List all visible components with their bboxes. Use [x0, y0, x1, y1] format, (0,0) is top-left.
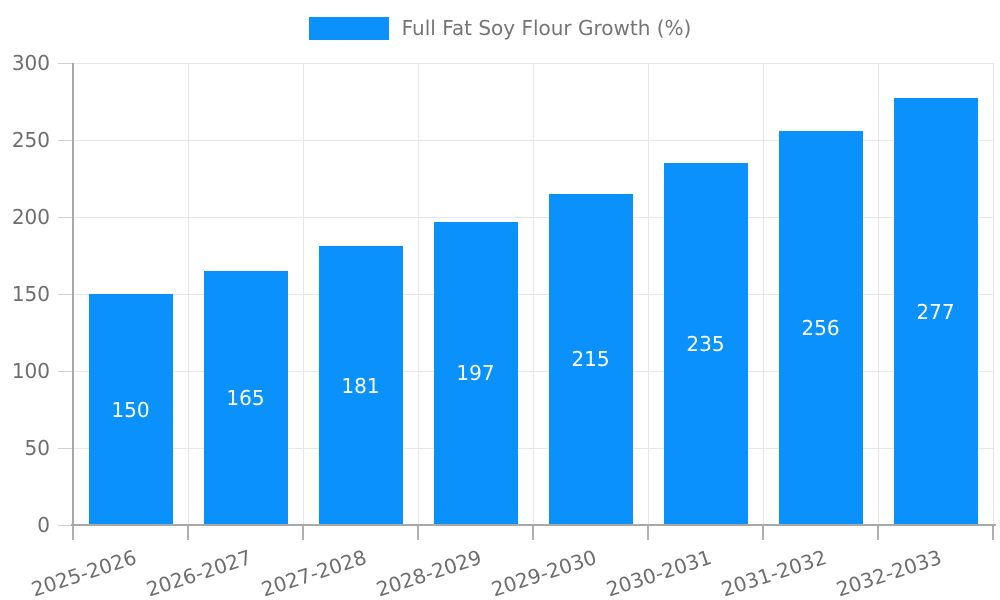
bar-value-label: 165 — [226, 385, 265, 410]
chart-legend: Full Fat Soy Flour Growth (%) — [0, 16, 1000, 40]
x-axis-tick-label: 2026-2027 — [143, 545, 255, 600]
x-gridline — [647, 63, 649, 525]
legend-swatch — [308, 16, 389, 40]
x-axis-tick — [877, 526, 879, 540]
bar-value-label: 235 — [686, 332, 725, 357]
bar-2025-2026[interactable] — [88, 294, 173, 525]
legend-item[interactable]: Full Fat Soy Flour Growth (%) — [308, 16, 692, 40]
x-gridline — [992, 63, 994, 525]
x-axis-tick-label: 2028-2029 — [373, 545, 485, 600]
x-axis-tick — [992, 526, 994, 540]
bar-2027-2028[interactable] — [318, 246, 403, 525]
x-axis-tick — [187, 526, 189, 540]
bar-value-label: 150 — [111, 397, 150, 422]
x-axis-tick-label: 2025-2026 — [28, 545, 140, 600]
bar-2032-2033[interactable] — [893, 98, 978, 525]
x-axis-tick — [532, 526, 534, 540]
legend-label: Full Fat Soy Flour Growth (%) — [401, 16, 692, 40]
x-gridline — [877, 63, 879, 525]
y-axis-tick-label: 200 — [11, 205, 50, 229]
y-axis-tick-label: 0 — [37, 513, 50, 537]
x-axis-tick-label: 2027-2028 — [258, 545, 370, 600]
y-axis-tick — [58, 62, 73, 64]
x-gridline — [187, 63, 189, 525]
y-axis-tick-label: 50 — [24, 436, 50, 460]
bar-2031-2032[interactable] — [778, 130, 863, 525]
y-axis-tick — [58, 524, 73, 526]
bar-2029-2030[interactable] — [548, 193, 633, 525]
y-axis-line — [72, 63, 74, 527]
bar-value-label: 256 — [801, 315, 840, 340]
x-gridline — [302, 63, 304, 525]
bar-value-label: 215 — [571, 347, 610, 372]
y-axis-tick — [58, 370, 73, 372]
x-gridline — [762, 63, 764, 525]
x-axis-tick — [302, 526, 304, 540]
x-gridline — [532, 63, 534, 525]
x-axis-tick — [417, 526, 419, 540]
bar-2030-2031[interactable] — [663, 163, 748, 525]
y-axis-tick — [58, 216, 73, 218]
x-axis-tick-label: 2029-2030 — [488, 545, 600, 600]
y-axis-tick — [58, 139, 73, 141]
x-axis-line — [71, 524, 996, 526]
y-axis-tick-label: 150 — [11, 282, 50, 306]
y-axis-tick-label: 250 — [11, 128, 50, 152]
y-axis-tick — [58, 447, 73, 449]
bar-value-label: 197 — [456, 361, 495, 386]
x-axis-tick — [762, 526, 764, 540]
y-axis-tick-label: 300 — [11, 51, 50, 75]
bar-value-label: 181 — [341, 373, 380, 398]
x-gridline — [417, 63, 419, 525]
bar-value-label: 277 — [916, 299, 955, 324]
y-axis-tick — [58, 293, 73, 295]
bar-2026-2027[interactable] — [203, 270, 288, 525]
x-axis-tick — [647, 526, 649, 540]
x-axis-tick-label: 2032-2033 — [833, 545, 945, 600]
x-axis-tick — [72, 526, 74, 540]
y-axis-tick-label: 100 — [11, 359, 50, 383]
bar-2028-2029[interactable] — [433, 221, 518, 525]
x-axis-tick-label: 2030-2031 — [603, 545, 715, 600]
x-axis-tick-label: 2031-2032 — [718, 545, 830, 600]
